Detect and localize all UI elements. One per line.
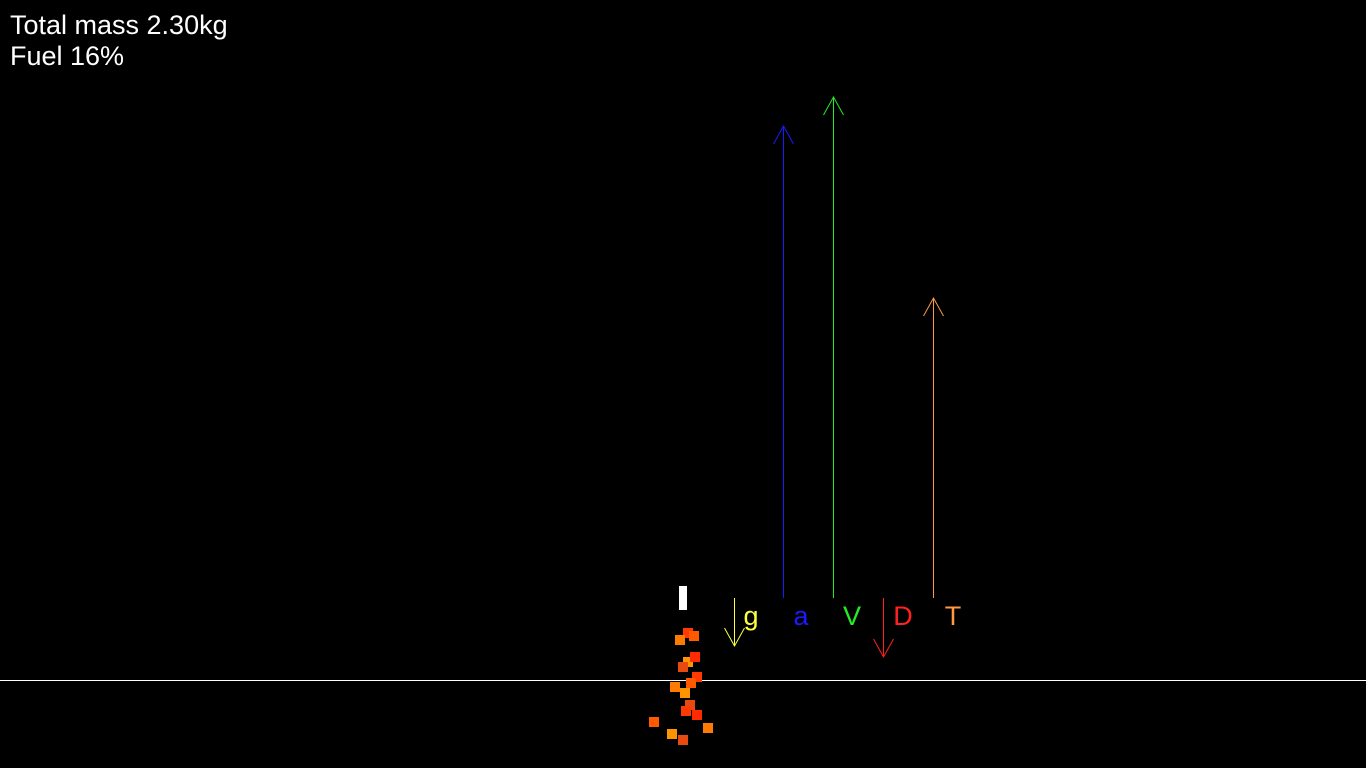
gravity-vector: g	[724, 598, 759, 648]
velocity-arrowhead-icon	[823, 95, 844, 116]
rocket-body	[679, 586, 687, 610]
exhaust-particle	[686, 678, 696, 688]
exhaust-particle	[692, 672, 702, 682]
exhaust-particle	[649, 717, 659, 727]
thrust-arrowhead-icon	[923, 296, 944, 317]
exhaust-particle	[689, 631, 699, 641]
velocity-vector: V	[823, 95, 861, 631]
exhaust-particle	[703, 723, 713, 733]
exhaust-particle	[683, 628, 693, 638]
acceleration-vector-label: a	[793, 601, 809, 631]
drag-vector: D	[873, 598, 913, 659]
gravity-vector-label: g	[743, 601, 758, 631]
drag-vector-label: D	[893, 601, 913, 631]
drag-arrowhead-icon	[873, 638, 894, 659]
exhaust-particle	[680, 688, 690, 698]
acceleration-vector: a	[773, 124, 809, 631]
exhaust-particle	[690, 652, 700, 662]
exhaust-particle	[678, 662, 688, 672]
exhaust-particle	[681, 706, 691, 716]
hud-panel: Total mass 2.30kg Fuel 16%	[10, 10, 228, 72]
exhaust-particle	[685, 700, 695, 710]
gravity-arrowhead-icon	[724, 627, 745, 648]
exhaust-particle	[667, 729, 677, 739]
exhaust-particle	[675, 635, 685, 645]
acceleration-arrowhead-icon	[773, 124, 794, 145]
total-mass-readout: Total mass 2.30kg	[10, 10, 228, 40]
velocity-vector-label: V	[843, 601, 861, 631]
fuel-readout: Fuel 16%	[10, 41, 125, 71]
exhaust-particles	[649, 628, 713, 745]
exhaust-particle	[692, 710, 702, 720]
thrust-vector-label: T	[945, 601, 962, 631]
thrust-vector: T	[923, 296, 962, 631]
exhaust-particle	[670, 682, 680, 692]
exhaust-particle	[678, 735, 688, 745]
